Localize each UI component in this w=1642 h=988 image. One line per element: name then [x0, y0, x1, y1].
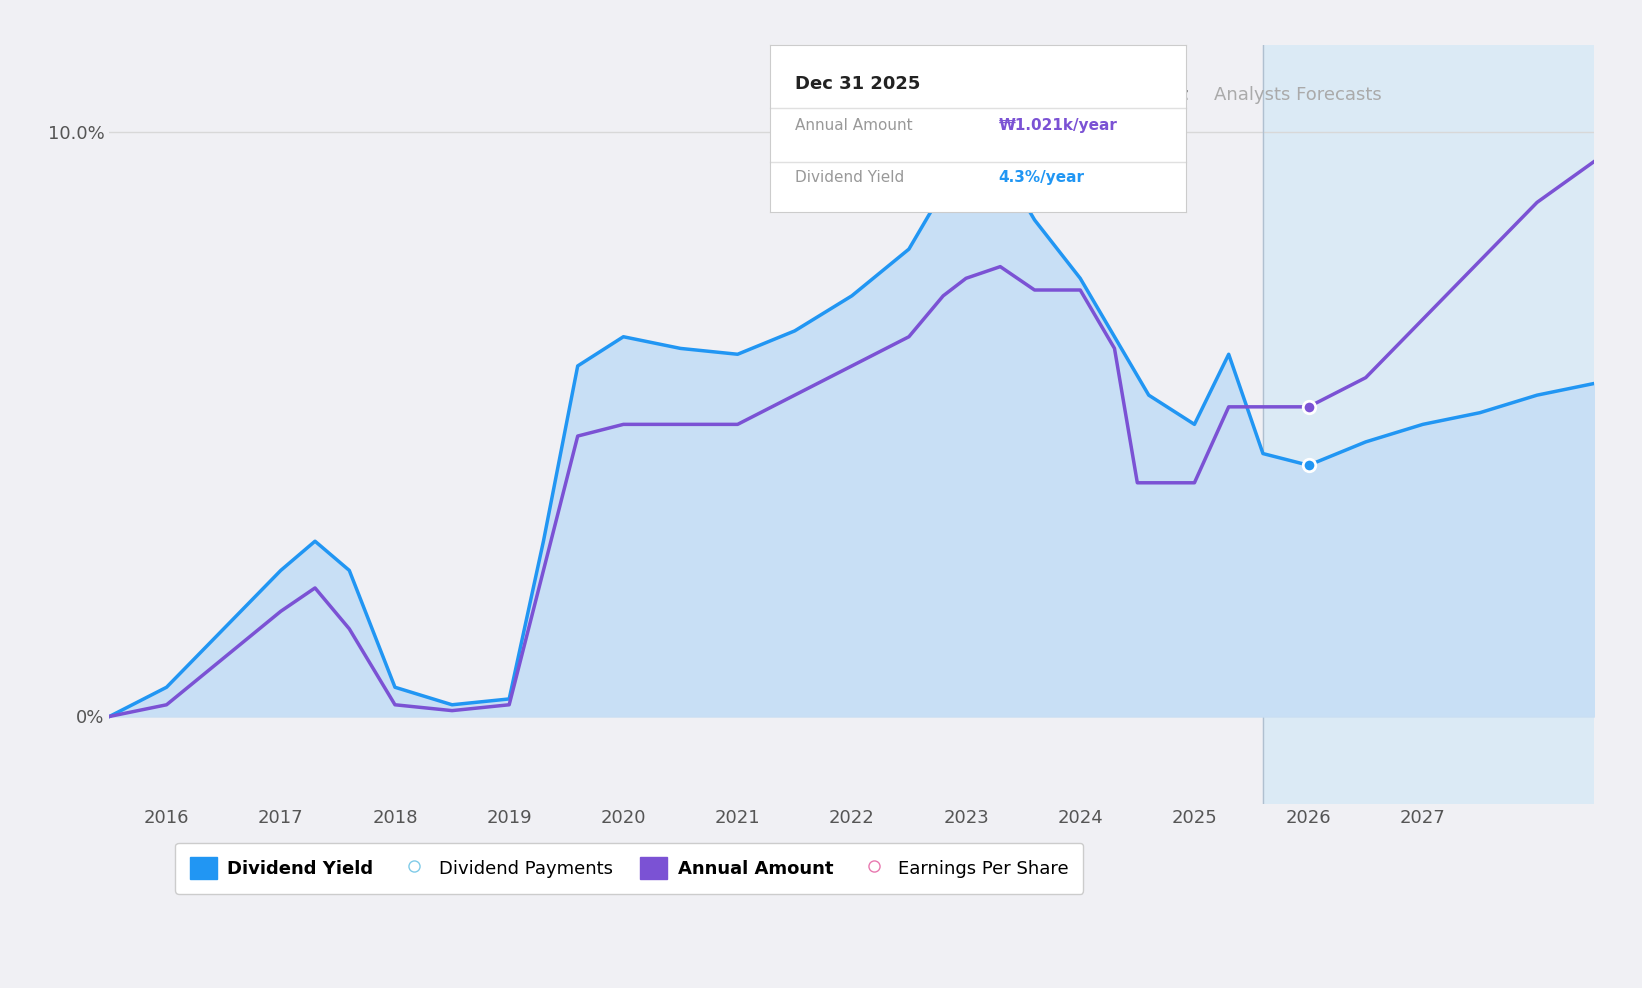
Bar — [1263, 44, 1594, 804]
Legend: Dividend Yield, Dividend Payments, Annual Amount, Earnings Per Share: Dividend Yield, Dividend Payments, Annua… — [176, 843, 1084, 894]
Text: Analysts Forecasts: Analysts Forecasts — [1213, 86, 1381, 104]
Text: Past: Past — [1144, 86, 1189, 104]
